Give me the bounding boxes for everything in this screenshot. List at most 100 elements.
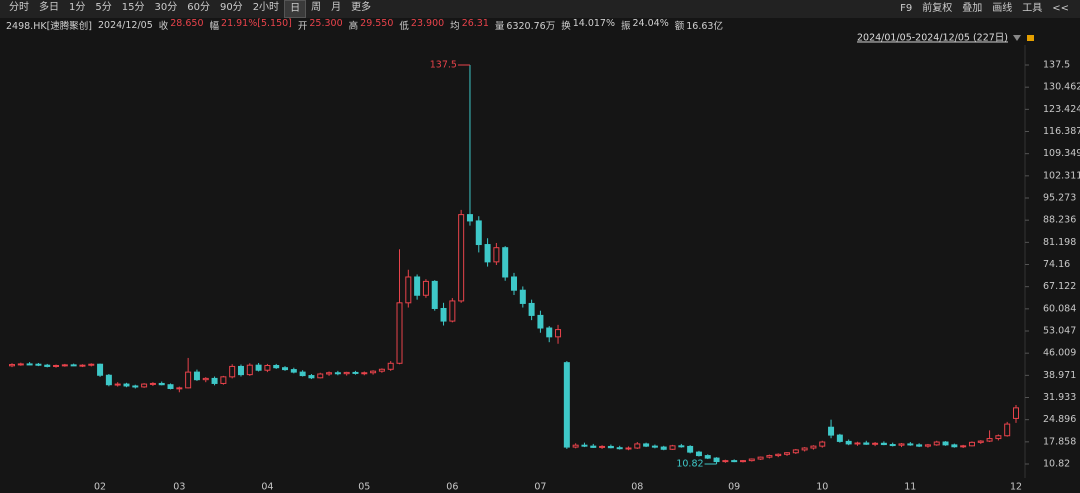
- candle-body: [361, 372, 368, 375]
- candle-body: [933, 441, 940, 446]
- y-tick-label: 38.971: [1043, 370, 1076, 381]
- candle-body: [845, 440, 852, 445]
- candle-body: [475, 220, 482, 246]
- toolbar: 分时 多日 1分 5分 15分 30分 60分 90分 2小时日周月更多 F9 前复权 叠加 画线 工具 <…: [0, 0, 1080, 18]
- period-tab[interactable]: 30分: [154, 2, 178, 13]
- candle-body: [449, 300, 456, 322]
- info-item: 均 26.31: [450, 18, 489, 32]
- candle-body: [828, 426, 835, 436]
- lock-icon[interactable]: [1027, 35, 1034, 41]
- candle-body: [185, 371, 192, 389]
- candle-body: [924, 444, 931, 447]
- candle-body: [801, 447, 808, 451]
- candle-body: [907, 443, 914, 446]
- candle-body: [854, 442, 861, 445]
- info-label: 收: [158, 21, 169, 32]
- y-tick-label: 81.198: [1043, 237, 1076, 248]
- y-tick-label: 31.933: [1043, 392, 1076, 403]
- tool-buttons: F9 前复权 叠加 画线 工具 <<: [895, 1, 1080, 17]
- info-item: 高 29.550: [349, 18, 394, 32]
- candle-body: [211, 377, 218, 384]
- candle-body: [1013, 407, 1019, 419]
- tool-button[interactable]: F9: [900, 3, 913, 14]
- info-label: 振: [621, 21, 631, 32]
- y-tick-label: 95.273: [1043, 193, 1076, 204]
- period-tab[interactable]: 月: [331, 2, 342, 13]
- period-tab[interactable]: 多日: [39, 2, 59, 13]
- y-tick-label: 88.236: [1043, 215, 1076, 226]
- period-tab[interactable]: 90分: [219, 2, 243, 13]
- y-tick-label: 102.311: [1043, 170, 1080, 181]
- info-label: 幅: [209, 21, 220, 32]
- candle-body: [79, 364, 86, 367]
- candle-body: [502, 247, 509, 278]
- info-value: 24.04%: [632, 18, 669, 29]
- candle-body: [898, 443, 905, 446]
- date: 2024/12/05: [97, 19, 153, 31]
- candle-body: [581, 444, 588, 447]
- candle-body: [44, 364, 51, 367]
- candle-body: [193, 371, 200, 381]
- x-tick-label: 07: [534, 482, 546, 493]
- candle-body: [26, 363, 33, 366]
- info-value: 25.300: [309, 18, 343, 29]
- candle-body: [960, 445, 967, 448]
- candle-body: [757, 456, 764, 460]
- period-tab[interactable]: 5分: [95, 2, 112, 13]
- info-item: 额 16.63亿: [675, 18, 723, 32]
- candle-body: [484, 244, 491, 263]
- candle-body: [889, 444, 896, 447]
- info-value: 29.550: [360, 18, 394, 29]
- range-label[interactable]: 2024/01/05-2024/12/05 (227日): [857, 33, 1008, 44]
- tool-button[interactable]: <<: [1052, 3, 1069, 14]
- period-tab[interactable]: 2小时: [252, 2, 280, 13]
- candle-body: [264, 364, 271, 371]
- candle-body: [695, 451, 702, 457]
- x-tick-label: 06: [446, 482, 458, 493]
- candle-body: [872, 442, 879, 445]
- candle-body: [387, 362, 394, 370]
- tool-button[interactable]: 工具: [1022, 3, 1043, 14]
- candle-body: [660, 446, 667, 450]
- candle-body: [273, 364, 280, 369]
- info-item: 振 24.04%: [621, 18, 669, 32]
- candle-body: [537, 314, 544, 329]
- candle-body: [431, 280, 438, 309]
- y-tick-label: 116.387: [1043, 126, 1080, 137]
- y-tick-label: 10.82: [1043, 459, 1070, 470]
- candle-body: [70, 364, 77, 367]
- candle-body: [229, 365, 236, 378]
- period-tab[interactable]: 周: [311, 2, 322, 13]
- period-tab[interactable]: 60分: [187, 2, 210, 13]
- candle-body: [792, 449, 799, 454]
- period-tab[interactable]: 15分: [121, 2, 145, 13]
- candle-body: [599, 445, 606, 448]
- info-value: 23.900: [410, 18, 445, 29]
- x-tick-label: 08: [631, 482, 643, 493]
- candle-body: [176, 387, 183, 390]
- candle-body: [414, 276, 421, 296]
- period-tab[interactable]: 更多: [351, 2, 372, 13]
- range-arrow[interactable]: [1013, 35, 1021, 41]
- info-item: 开 25.300: [298, 18, 343, 32]
- candle-body: [784, 452, 791, 455]
- x-tick-label: 04: [261, 482, 273, 493]
- period-tab[interactable]: 日: [284, 0, 307, 18]
- info-value: 16.63亿: [686, 21, 723, 32]
- candle-body: [546, 327, 553, 338]
- tool-button[interactable]: 画线: [992, 3, 1013, 14]
- y-tick-label: 60.084: [1043, 303, 1076, 314]
- candle-body: [916, 444, 923, 447]
- info-label: 换: [561, 21, 571, 32]
- candle-body: [246, 364, 253, 376]
- tool-button[interactable]: 前复权: [922, 3, 953, 14]
- info-label: 量: [494, 21, 505, 32]
- candle-body: [123, 383, 130, 387]
- candle-body: [220, 376, 227, 384]
- candle-body: [343, 371, 350, 375]
- candle-body: [97, 363, 104, 376]
- info-item: 低 23.900: [399, 18, 444, 32]
- period-tab[interactable]: 1分: [69, 2, 86, 13]
- period-tab[interactable]: 分时: [9, 2, 29, 13]
- tool-button[interactable]: 叠加: [962, 3, 983, 14]
